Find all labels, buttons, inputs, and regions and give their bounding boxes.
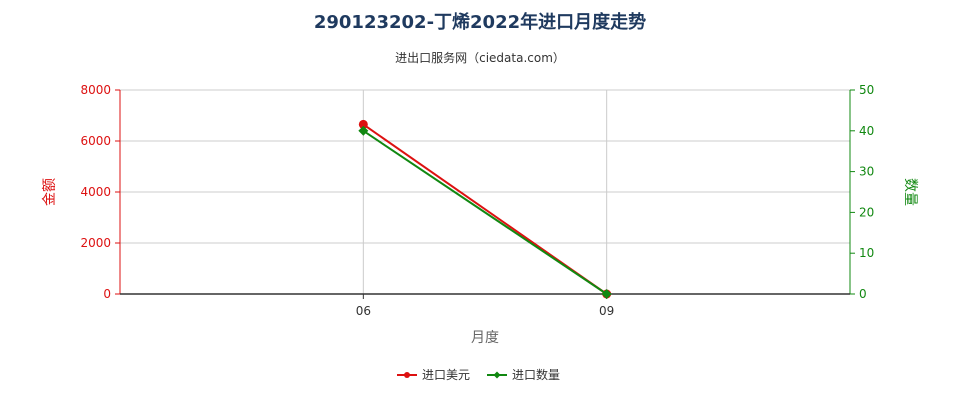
series-line-进口数量 xyxy=(362,129,608,295)
legend-item: 进口数量 xyxy=(487,367,560,382)
series-point xyxy=(358,119,368,129)
y-left-tick-label: 2000 xyxy=(80,236,111,250)
chart-subtitle: 进出口服务网（ciedata.com） xyxy=(395,50,565,65)
y-left-tick-label: 0 xyxy=(103,287,111,301)
x-tick-label: 06 xyxy=(356,304,371,318)
y-right-tick-label: 30 xyxy=(859,165,874,179)
series-point xyxy=(601,289,612,299)
legend-swatch-marker xyxy=(404,372,410,378)
legend-item: 进口美元 xyxy=(397,368,470,382)
chart-title: 290123202-丁烯2022年进口月度走势 xyxy=(314,11,646,33)
y-right-tick-label: 0 xyxy=(859,287,867,301)
y-right-tick-label: 10 xyxy=(859,246,874,260)
series-layer xyxy=(358,119,612,299)
y-axis-left-label: 金额 xyxy=(42,178,58,206)
y-left-tick-label: 4000 xyxy=(80,185,111,199)
y-right-tick-label: 50 xyxy=(859,83,874,97)
axes: 0 2000 4000 6000 8000 0 10 20 30 40 50 06 09 xyxy=(80,83,874,318)
y-right-tick-label: 20 xyxy=(859,205,874,219)
y-right-tick-label: 40 xyxy=(859,124,874,138)
legend-label: 进口美元 xyxy=(422,368,470,382)
legend-swatch-marker xyxy=(493,371,501,379)
legend-label: 进口数量 xyxy=(512,367,560,382)
x-tick-label: 09 xyxy=(599,304,614,318)
y-left-tick-label: 6000 xyxy=(80,134,111,148)
x-axis-label: 月度 xyxy=(471,330,499,346)
y-axis-right-label: 数量 xyxy=(902,178,918,206)
legend: 进口美元 进口数量 xyxy=(397,367,560,382)
series-point xyxy=(358,125,369,136)
grid-lines xyxy=(120,89,850,295)
y-left-tick-label: 8000 xyxy=(80,83,111,97)
